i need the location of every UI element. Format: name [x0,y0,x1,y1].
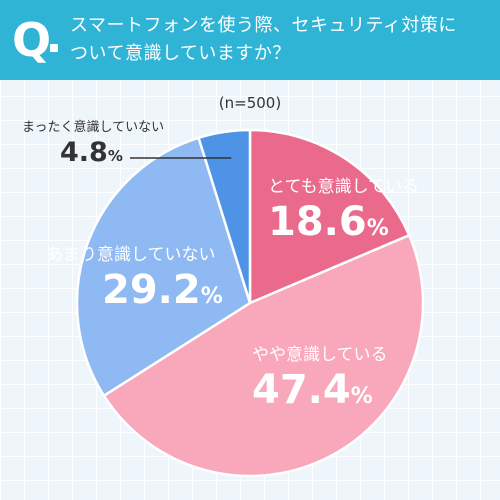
slice-very-conscious [248,128,411,305]
q-mark: Q [12,13,52,67]
label-not-conscious-at-all: まったく意識していない 4.8% [22,116,164,171]
slice-label-not-conscious-at-all: まったく意識していない [22,120,165,135]
slice-unit-not-very-conscious: % [200,284,223,309]
slice-label-somewhat-conscious: やや意識している [252,345,388,365]
label-not-very-conscious: あまり意識していない 29.2% [46,240,223,315]
slice-label-very-conscious: とても意識している [268,177,420,197]
slice-value-very-conscious: 18.6 [268,199,367,245]
slice-somewhat-conscious [102,234,425,478]
sample-size-note: (n=500) [218,94,282,112]
question-text: スマートフォンを使う際、セキュリティ対策に ついて意識していますか？ [70,12,495,68]
slice-label-not-very-conscious: あまり意識していない [46,245,216,265]
question-line-2: ついて意識していますか？ [70,43,291,64]
label-somewhat-conscious: やや意識している 47.4% [252,340,388,415]
question-header: Q スマートフォンを使う際、セキュリティ対策に ついて意識していますか？ [0,0,500,80]
slice-unit-very-conscious: % [366,216,389,241]
slice-unit-somewhat-conscious: % [350,384,373,409]
label-very-conscious: とても意識している 18.6% [268,172,419,247]
slice-not-very-conscious [75,136,252,397]
q-dot [50,44,58,52]
slice-value-not-very-conscious: 29.2 [102,267,201,313]
question-line-1: スマートフォンを使う際、セキュリティ対策に [70,15,457,36]
slice-value-somewhat-conscious: 47.4 [252,367,351,413]
slice-unit-not-conscious-at-all: % [107,147,123,165]
slice-not-conscious-at-all [197,128,252,305]
slice-value-not-conscious-at-all: 4.8 [60,137,108,168]
